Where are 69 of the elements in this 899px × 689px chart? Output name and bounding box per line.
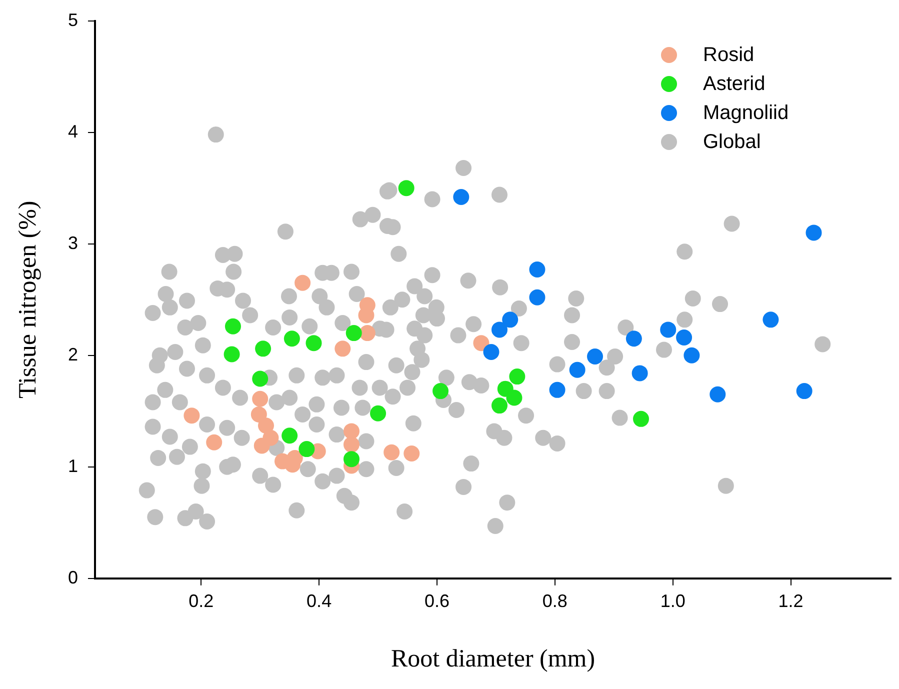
point (282, 428, 298, 444)
y-axis-title: Tissue nitrogen (%) (14, 200, 42, 398)
point (796, 383, 812, 400)
point (633, 410, 649, 427)
x-tick-label: 0.4 (306, 591, 332, 612)
legend-label: Magnoliid (703, 102, 789, 125)
point (343, 451, 360, 468)
x-axis-title: Root diameter (mm) (390, 646, 596, 673)
point (254, 438, 270, 454)
point (224, 318, 241, 334)
point (491, 398, 508, 414)
point (473, 335, 490, 352)
point (206, 434, 222, 450)
point (676, 330, 692, 346)
point (334, 340, 351, 357)
y-tick-label: 0 (68, 567, 78, 588)
point (398, 180, 414, 196)
point (404, 446, 420, 462)
x-tick-label: 0.8 (542, 591, 568, 612)
point (710, 386, 726, 402)
point (509, 368, 526, 385)
point (483, 344, 500, 360)
point (529, 261, 546, 278)
x-tick-label: 0.2 (188, 591, 214, 612)
point (529, 289, 546, 306)
point (684, 347, 700, 364)
legend-label: Global (703, 130, 761, 154)
point (587, 348, 604, 364)
point (294, 274, 311, 291)
x-tick-label: 0.6 (424, 591, 450, 612)
point (384, 444, 400, 460)
point (491, 322, 508, 338)
point (626, 330, 642, 347)
x-tick-label: 1.2 (778, 591, 804, 612)
point (762, 312, 779, 328)
y-tick-label: 5 (68, 10, 78, 30)
point (506, 390, 522, 406)
point (660, 322, 676, 338)
point (569, 362, 586, 378)
point (370, 405, 386, 422)
point (258, 418, 274, 434)
point (306, 335, 322, 352)
point (632, 365, 648, 382)
legend-label: Asterid (703, 72, 766, 96)
point (224, 346, 240, 362)
point (359, 325, 376, 342)
point (252, 370, 268, 387)
point (432, 383, 449, 400)
point (549, 382, 566, 398)
point (343, 423, 360, 440)
y-tick-label: 3 (68, 232, 78, 253)
point (252, 390, 268, 407)
point (806, 224, 822, 241)
point (284, 330, 300, 347)
legend-label: Rosid (703, 44, 754, 67)
point (250, 406, 267, 422)
y-tick-label: 1 (68, 456, 78, 476)
point (298, 441, 315, 458)
point (502, 312, 518, 328)
point (453, 189, 470, 205)
x-tick-label: 1.0 (660, 591, 686, 612)
y-tick-label: 2 (68, 344, 78, 364)
point (255, 340, 272, 357)
point (358, 307, 374, 324)
point (184, 408, 200, 424)
point (343, 436, 360, 453)
point (346, 325, 362, 342)
y-tick-label: 4 (68, 121, 78, 142)
point (286, 450, 303, 466)
